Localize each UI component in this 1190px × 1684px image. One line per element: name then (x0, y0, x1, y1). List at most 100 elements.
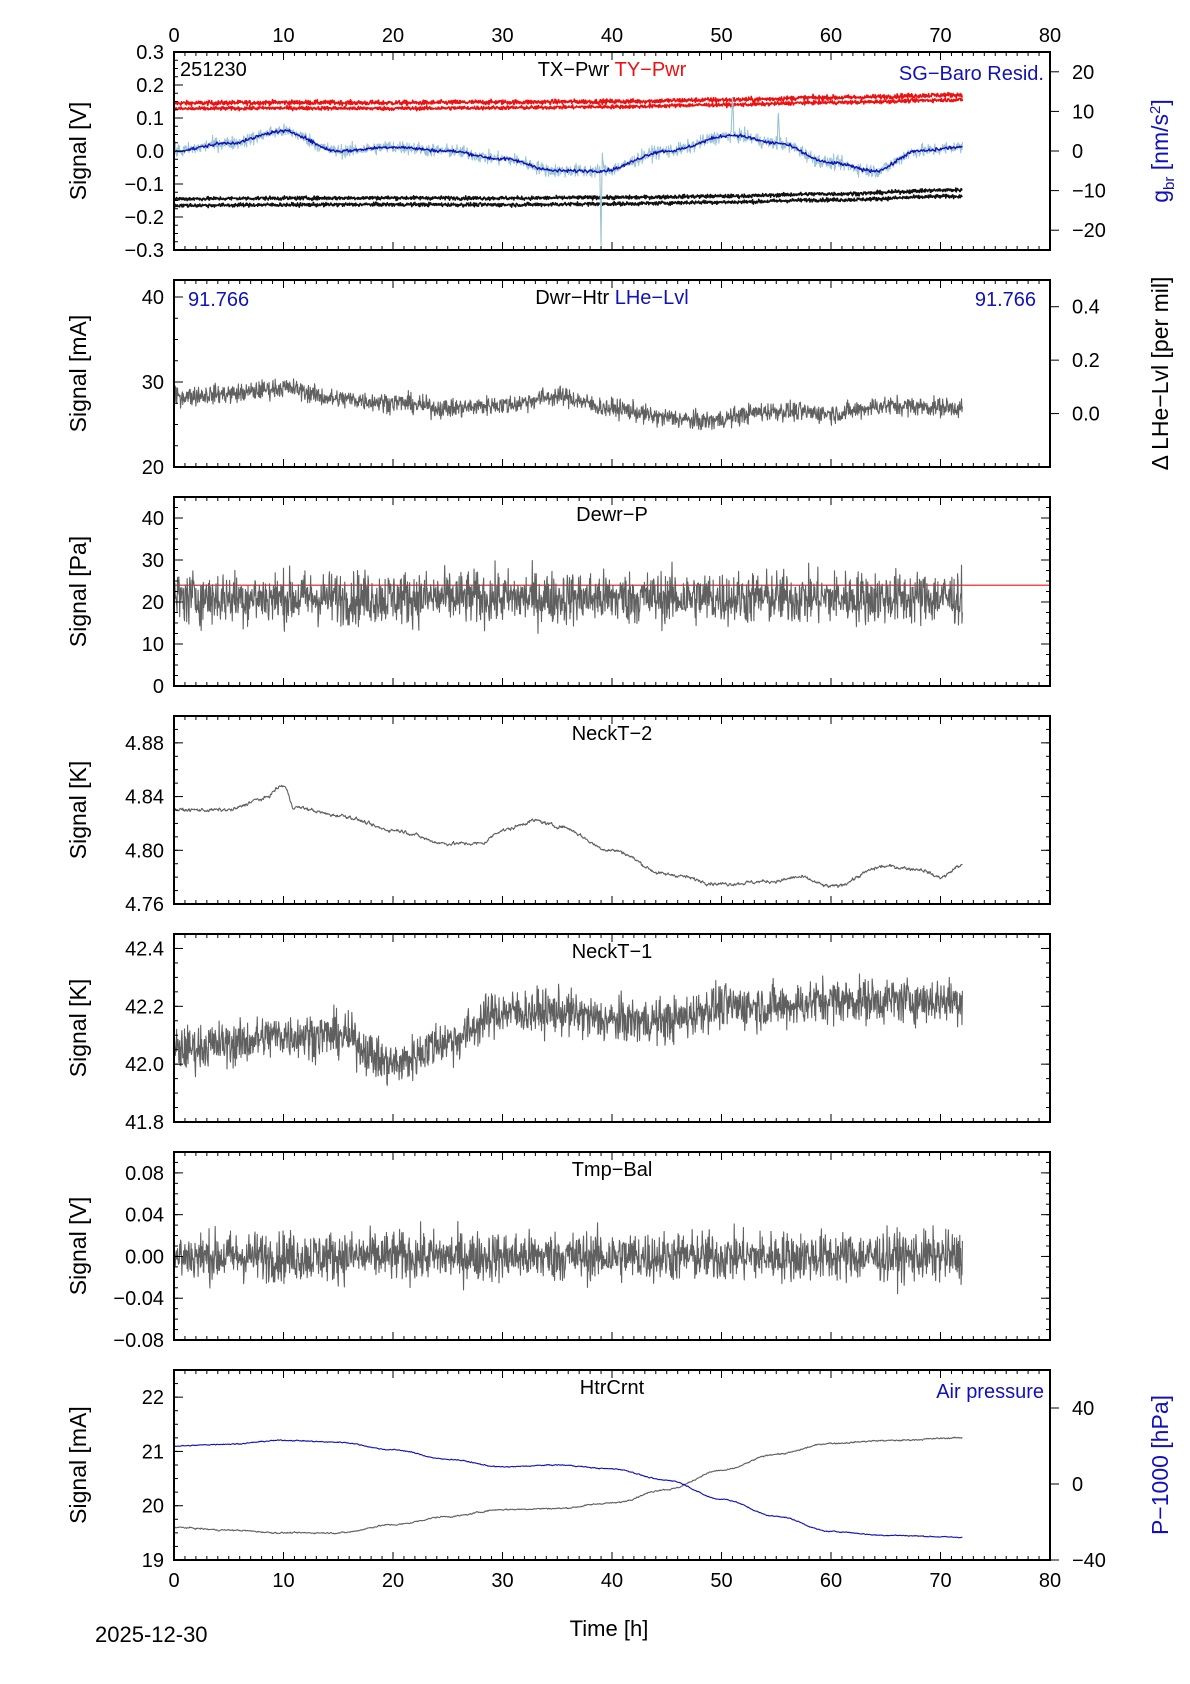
y-tick-label: −0.2 (125, 207, 164, 229)
x-tick-label: 0 (168, 25, 179, 47)
series-p7-1 (174, 1439, 963, 1539)
x-tick-label: 20 (382, 25, 404, 47)
lhe-right-value: 91.766 (975, 289, 1036, 311)
x-tick-label: 10 (272, 25, 294, 47)
x-tick-label: 30 (491, 25, 513, 47)
right-y-tick-label: 0.2 (1072, 350, 1100, 372)
x-tick-label: 60 (820, 1570, 842, 1592)
y-tick-label: 0.08 (125, 1163, 164, 1185)
panel-title: NeckT−1 (572, 941, 653, 963)
right-y-tick-label: 0.0 (1072, 404, 1100, 426)
y-tick-label: 40 (142, 508, 164, 530)
y-tick-label: −0.04 (113, 1288, 164, 1310)
series-p5-0 (174, 973, 963, 1086)
right-y-tick-label: 10 (1072, 101, 1094, 123)
right-y-tick-label: −20 (1072, 220, 1106, 242)
panel-p3: 0 10 20 30 40 Signal [Pa] Dewr−P (65, 496, 1051, 698)
x-tick-label: 60 (820, 25, 842, 47)
right-axis-label: Δ LHe−Lvl [per mil] (1147, 277, 1173, 471)
panel-p2: 20 30 40 Signal [mA] 0.0 0.2 0.4 Δ LHe−Lvl [per… (65, 277, 1173, 479)
panel-title: Dewr−P (576, 504, 648, 526)
y-tick-label: 0.0 (136, 141, 164, 163)
panel-title: HtrCrnt (580, 1377, 645, 1399)
y-tick-label: 42.4 (125, 938, 164, 960)
panel-p1: −0.3 −0.2 −0.1 0.0 0.1 0.2 0.3 Signal [V] −20 −10… (65, 25, 1178, 262)
series-p1-0 (174, 91, 964, 107)
y-tick-label: −0.3 (125, 240, 164, 262)
panel-p7: 19 20 21 22 Signal [mA] −40 0 40 P−1000 [hPa] Htr… (65, 1369, 1173, 1592)
right-axis-label: gbr [nm/s2] (1147, 99, 1178, 203)
y-tick-label: 30 (142, 372, 164, 394)
panel-title: NeckT−2 (572, 723, 653, 745)
x-tick-label: 40 (601, 25, 623, 47)
right-y-tick-label: 40 (1072, 1398, 1094, 1420)
series-p6-0 (174, 1220, 963, 1295)
y-axis-label: Signal [Pa] (65, 536, 91, 647)
y-tick-label: 0 (153, 676, 164, 698)
y-tick-label: 10 (142, 634, 164, 656)
y-axis-label: Signal [V] (65, 1197, 91, 1295)
y-tick-label: −0.1 (125, 174, 164, 196)
x-tick-label: 50 (710, 1570, 732, 1592)
panel-p5: 41.8 42.0 42.2 42.4 Signal [K] NeckT−1 (65, 933, 1051, 1134)
y-tick-label: 0.1 (136, 108, 164, 130)
right-y-tick-label: 20 (1072, 62, 1094, 84)
y-axis-label: Signal [K] (65, 761, 91, 859)
y-tick-label: 0.2 (136, 75, 164, 97)
x-tick-label: 50 (710, 25, 732, 47)
y-tick-label: 22 (142, 1387, 164, 1409)
y-tick-label: 41.8 (125, 1112, 164, 1134)
series-p1-1 (174, 97, 964, 112)
y-tick-label: 0.3 (136, 42, 164, 64)
x-tick-label: 70 (929, 25, 951, 47)
y-tick-label: 0.00 (125, 1246, 164, 1268)
y-tick-label: 4.88 (125, 733, 164, 755)
y-tick-label: 20 (142, 1496, 164, 1518)
y-tick-label: 20 (142, 457, 164, 479)
y-axis-label: Signal [V] (65, 102, 91, 200)
series-p7-0 (174, 1436, 963, 1535)
date-label: 2025-12-30 (95, 1622, 208, 1647)
y-axis-label: Signal [mA] (65, 315, 91, 433)
series-p1-3 (174, 193, 963, 209)
y-tick-label: 0.04 (125, 1205, 164, 1227)
panel-title: Dwr−Htr LHe−Lvl (535, 287, 688, 309)
series-p2-0 (174, 378, 963, 431)
right-y-tick-label: −10 (1072, 181, 1106, 203)
y-axis-label: Signal [K] (65, 979, 91, 1077)
y-axis-label: Signal [mA] (65, 1406, 91, 1524)
lhe-left-value: 91.766 (188, 289, 249, 311)
station-label: 251230 (180, 59, 247, 81)
y-tick-label: 40 (142, 287, 164, 309)
right-y-tick-label: 0 (1072, 1474, 1083, 1496)
right-y-tick-label: 0.4 (1072, 297, 1100, 319)
x-axis-label: Time [h] (570, 1616, 649, 1641)
series-p1-2 (174, 187, 963, 202)
x-tick-label: 40 (601, 1570, 623, 1592)
y-tick-label: 42.0 (125, 1054, 164, 1076)
panel-right-title: Air pressure (936, 1381, 1044, 1403)
x-tick-label: 20 (382, 1570, 404, 1592)
x-tick-label: 10 (272, 1570, 294, 1592)
y-tick-label: 30 (142, 550, 164, 572)
y-tick-label: 21 (142, 1441, 164, 1463)
y-tick-label: 19 (142, 1550, 164, 1572)
right-axis-label: P−1000 [hPa] (1147, 1395, 1173, 1535)
x-tick-label: 70 (929, 1570, 951, 1592)
panel-title: Tmp−Bal (572, 1159, 653, 1181)
x-tick-label: 80 (1039, 1570, 1061, 1592)
right-y-tick-label: 0 (1072, 141, 1083, 163)
panel-p6: −0.08 −0.04 0.00 0.04 0.08 Signal [V] Tmp−Bal (65, 1151, 1051, 1352)
x-tick-label: 30 (491, 1570, 513, 1592)
series-p4-0 (174, 784, 963, 889)
y-tick-label: −0.08 (113, 1330, 164, 1352)
series-p1-5 (174, 129, 963, 174)
panel-right-title: SG−Baro Resid. (899, 63, 1044, 85)
panel-p4: 4.76 4.80 4.84 4.88 Signal [K] NeckT−2 (65, 715, 1051, 916)
x-tick-label: 0 (168, 1570, 179, 1592)
panel-title: TX−Pwr TY−Pwr (538, 59, 687, 81)
series-p3-0 (174, 560, 963, 634)
x-tick-label: 80 (1039, 25, 1061, 47)
y-tick-label: 4.80 (125, 840, 164, 862)
